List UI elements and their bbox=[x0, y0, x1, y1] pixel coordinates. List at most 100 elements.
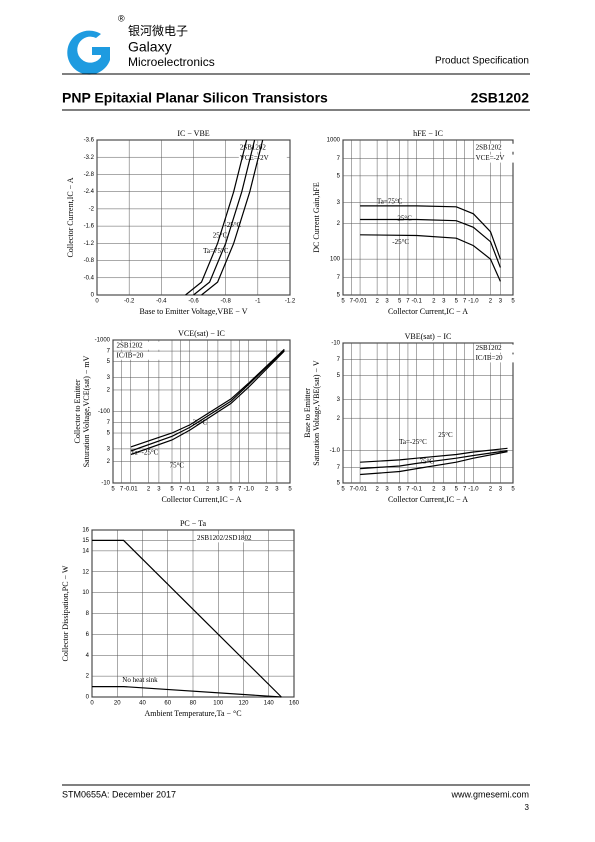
x-tick-label: 0 bbox=[90, 701, 94, 707]
x-axis-label: Base to Emitter Voltage,VBE − V bbox=[139, 307, 247, 316]
x-tick-label: 3 bbox=[442, 487, 446, 493]
y-tick-label: -100 bbox=[98, 409, 111, 415]
x-tick-label: -1 bbox=[255, 299, 261, 305]
series-label: 25°C bbox=[193, 419, 208, 427]
series-label: 75°C bbox=[420, 458, 435, 466]
x-tick-label: 5 bbox=[229, 487, 233, 493]
x-tick-label: -0.01 bbox=[353, 487, 367, 493]
y-tick-label: 1000 bbox=[327, 138, 341, 144]
y-tick-label: 14 bbox=[82, 548, 89, 554]
series-label: Ta=-25°C bbox=[131, 449, 159, 457]
x-tick-label: 7 bbox=[120, 487, 124, 493]
chart-title: PC − Ta bbox=[180, 519, 206, 528]
y-axis-label: DC Current Gain,hFE bbox=[312, 182, 321, 253]
series-label: Ta=75°C bbox=[377, 198, 403, 206]
x-tick-label: 7 bbox=[463, 487, 467, 493]
y-axis-label: Saturation Voltage,VCE(sat) − mV bbox=[82, 355, 91, 467]
url: www.gmesemi.com bbox=[450, 789, 529, 799]
x-tick-label: 2 bbox=[489, 487, 493, 493]
series-label: -25°C bbox=[224, 221, 241, 229]
x-tick-label: 3 bbox=[499, 487, 503, 493]
curve bbox=[185, 139, 248, 296]
x-tick-label: 5 bbox=[511, 487, 515, 493]
x-tick-label: 5 bbox=[341, 299, 345, 305]
y-tick-label: -10 bbox=[331, 341, 340, 347]
x-tick-label: 2 bbox=[206, 487, 210, 493]
y-tick-label: 5 bbox=[337, 293, 341, 299]
series-label: Ta=75°C bbox=[203, 247, 229, 255]
x-tick-label: 7 bbox=[238, 487, 242, 493]
x-tick-label: 2 bbox=[265, 487, 269, 493]
y-tick-label: 2 bbox=[107, 459, 111, 465]
x-tick-label: 7 bbox=[350, 487, 354, 493]
x-tick-label: 3 bbox=[275, 487, 279, 493]
annotation: 2SB1202 bbox=[476, 143, 503, 151]
x-tick-label: 40 bbox=[139, 701, 146, 707]
y-tick-label: 3 bbox=[337, 397, 341, 403]
chart-title: IC − VBE bbox=[177, 129, 209, 138]
y-tick-label: 10 bbox=[82, 590, 89, 596]
y-tick-label: 2 bbox=[337, 416, 341, 422]
series-label: Ta=-25°C bbox=[399, 438, 427, 446]
x-tick-label: 5 bbox=[341, 487, 345, 493]
doc-type: Product Specification bbox=[435, 56, 529, 67]
y-axis-label: Base to Emitter bbox=[303, 388, 312, 438]
curve bbox=[130, 348, 285, 448]
y-tick-label: 5 bbox=[337, 373, 341, 379]
curve bbox=[130, 350, 285, 456]
x-tick-label: 160 bbox=[289, 701, 300, 707]
y-tick-label: 7 bbox=[337, 156, 341, 162]
y-tick-label: -1.6 bbox=[84, 224, 95, 230]
x-tick-label: -1.0 bbox=[468, 487, 479, 493]
annotation-bg bbox=[474, 354, 523, 363]
series-label: 25°C bbox=[438, 431, 453, 439]
x-tick-label: 3 bbox=[499, 299, 503, 305]
y-tick-label: -0.8 bbox=[84, 258, 95, 264]
y-tick-label: -1.2 bbox=[84, 241, 95, 247]
y-tick-label: -1.0 bbox=[330, 448, 341, 454]
annotation-bg bbox=[196, 534, 245, 543]
y-tick-label: 7 bbox=[337, 357, 341, 363]
x-tick-label: 3 bbox=[442, 299, 446, 305]
registered: ® bbox=[118, 13, 125, 23]
curve bbox=[92, 539, 282, 698]
curve bbox=[360, 218, 501, 268]
plot-frame bbox=[342, 139, 514, 296]
annotation-bg bbox=[238, 143, 287, 152]
x-tick-label: 5 bbox=[455, 487, 459, 493]
y-axis-label: Collector Current,IC − A bbox=[66, 177, 75, 257]
y-tick-label: 7 bbox=[107, 420, 111, 426]
y-tick-label: 6 bbox=[86, 632, 90, 638]
x-tick-label: -0.4 bbox=[156, 299, 167, 305]
x-tick-label: 5 bbox=[170, 487, 174, 493]
brand-sub: Microelectronics bbox=[128, 55, 215, 69]
x-tick-label: -1.2 bbox=[285, 299, 296, 305]
annotation-bg bbox=[474, 344, 523, 353]
brand-cn: 银河微电子 bbox=[128, 24, 188, 38]
x-tick-label: 20 bbox=[114, 701, 121, 707]
x-tick-label: -1.0 bbox=[468, 299, 479, 305]
x-axis-label: Collector Current,IC − A bbox=[388, 495, 468, 504]
annotation: IC/IB=20 bbox=[117, 351, 144, 359]
x-tick-label: 5 bbox=[111, 487, 115, 493]
y-tick-label: 3 bbox=[107, 375, 111, 381]
annotation: VCE=-2V bbox=[240, 154, 269, 162]
y-tick-label: 3 bbox=[337, 200, 341, 206]
annotation-bg bbox=[474, 154, 523, 163]
series-label: 25°C bbox=[397, 215, 412, 223]
y-tick-label: 7 bbox=[337, 275, 341, 281]
curve bbox=[193, 139, 256, 296]
y-axis-label: Saturation Voltage,VBE(sat) − V bbox=[312, 360, 321, 466]
curve bbox=[360, 234, 501, 282]
x-tick-label: 2 bbox=[147, 487, 151, 493]
doc-title: PNP Epitaxial Planar Silicon Transistors bbox=[62, 90, 328, 106]
y-tick-label: -2.4 bbox=[84, 189, 95, 195]
x-tick-label: 7 bbox=[350, 299, 354, 305]
series-label: 25°C bbox=[213, 232, 228, 240]
y-tick-label: -2.8 bbox=[84, 172, 95, 178]
curve bbox=[360, 205, 501, 260]
curve bbox=[201, 139, 264, 296]
y-tick-label: 5 bbox=[107, 431, 111, 437]
